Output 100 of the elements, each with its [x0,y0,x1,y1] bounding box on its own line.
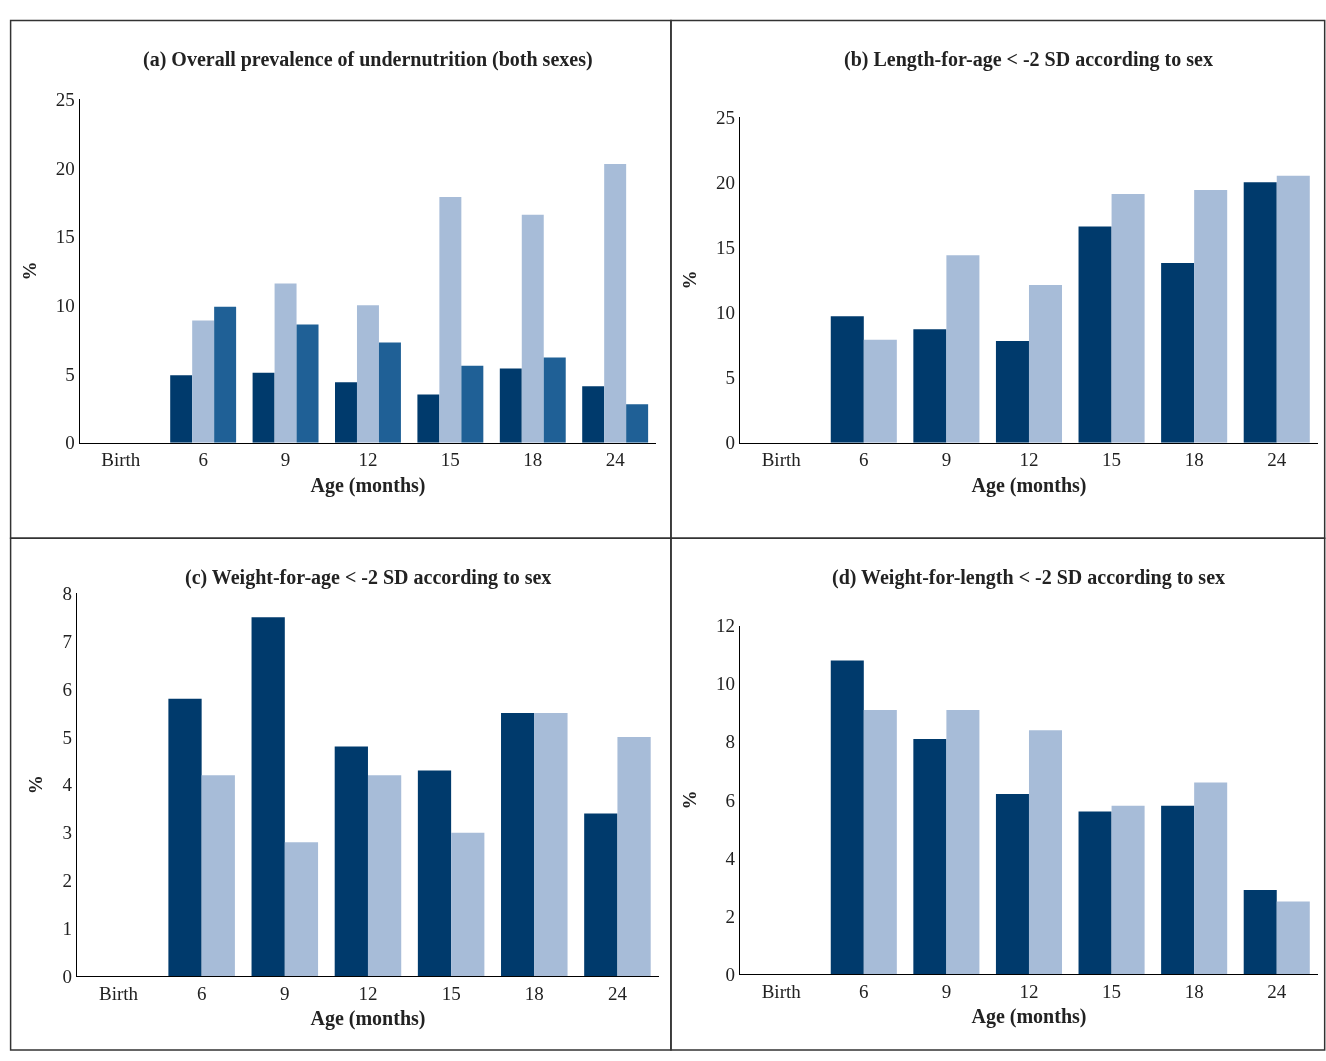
y-tick-label: 10 [716,302,736,324]
y-tick-label: 6 [62,678,73,700]
bar [201,775,235,977]
bar [499,368,522,443]
y-tick-label: 6 [725,789,736,811]
x-axis-title: Age (months) [310,1007,426,1031]
bar [863,709,897,975]
bar [534,713,568,977]
x-tick-label: 15 [440,449,460,471]
x-tick-label: 18 [523,449,543,471]
bar [451,832,485,977]
chart-title: (b) Length-for-age < -2 SD according to sex [844,48,1213,71]
bar [830,316,864,443]
y-tick-label: 5 [725,367,736,389]
bar [501,713,535,977]
bar [995,341,1029,443]
y-axis-title: % [678,790,700,810]
y-axis-title: % [25,775,47,795]
x-tick-label: 6 [859,449,869,471]
bar [521,214,544,443]
bar [584,813,618,977]
x-tick-label: 18 [524,982,544,1004]
bar [439,196,462,443]
x-tick-label: 24 [607,982,628,1004]
y-tick-label: 12 [716,615,736,637]
chart-title: (d) Weight-for-length < -2 SD according to sex [832,566,1226,589]
x-axis-title: Age (months) [971,473,1087,497]
y-tick-label: 25 [716,106,736,128]
y-tick-label: 0 [62,965,73,987]
bar [192,320,215,443]
bar [252,372,275,443]
bar [1078,226,1112,443]
x-tick-label: 12 [358,982,378,1004]
y-tick-label: 3 [62,822,73,844]
x-tick-label: Birth [101,449,141,471]
y-axis-title: % [678,270,700,290]
bar [1276,901,1310,975]
y-tick-label: 8 [725,731,736,753]
chart-title: (a) Overall prevalence of undernutrition (both sexes) [143,48,593,71]
y-tick-label: 25 [55,89,75,111]
x-tick-label: 12 [1019,449,1039,471]
y-tick-label: 0 [65,432,75,454]
x-tick-label: 15 [1102,449,1122,471]
x-tick-label: 6 [196,982,207,1004]
y-tick-label: 2 [725,905,736,927]
y-tick-label: 5 [65,363,75,385]
y-tick-label: 8 [62,583,73,605]
bar [417,394,440,443]
bar [1028,285,1063,443]
bar [378,342,401,443]
bar [274,283,297,443]
bar [1276,175,1310,443]
x-tick-label: 24 [605,449,626,471]
y-tick-label: 7 [62,630,73,652]
y-tick-label: 5 [62,726,73,748]
x-tick-label: 6 [859,980,869,1002]
x-tick-label: 24 [1267,449,1287,471]
bar [1161,805,1195,975]
bar [1194,782,1228,975]
bar [1028,730,1063,975]
bar [913,738,947,975]
bar [1194,190,1228,443]
y-tick-label: 0 [725,432,736,454]
bar [1111,193,1145,443]
bar [461,365,484,443]
x-axis-title: Age (months) [310,473,426,497]
y-tick-label: 10 [716,673,736,695]
bar [1078,811,1112,975]
y-tick-label: 4 [725,847,736,869]
x-tick-label: 9 [280,982,290,1004]
bar [417,770,452,977]
y-tick-label: 20 [716,171,736,193]
bar [1111,805,1145,975]
x-tick-label: Birth [761,449,802,471]
bar [214,306,237,443]
x-tick-label: 12 [358,449,378,471]
x-tick-label: 6 [198,449,208,471]
y-tick-label: 0 [725,963,736,985]
bar [1161,262,1195,443]
bar [946,255,980,443]
x-tick-label: Birth [98,982,139,1004]
y-tick-label: 15 [55,226,75,248]
bar [335,382,357,443]
bar [995,794,1029,975]
y-tick-label: 15 [716,236,736,258]
x-tick-label: 15 [1102,980,1122,1002]
y-tick-label: 2 [62,870,73,892]
bar [830,660,864,975]
bar [168,698,202,977]
bar [367,775,402,977]
y-tick-label: 10 [55,295,75,317]
x-tick-label: Birth [761,980,802,1002]
x-tick-label: 9 [941,980,952,1002]
y-tick-label: 4 [62,774,73,796]
bar [617,736,651,977]
bar [913,329,947,443]
bar [604,163,627,443]
y-tick-label: 20 [55,157,75,179]
x-tick-label: 9 [280,449,291,471]
x-axis-title: Age (months) [971,1005,1087,1029]
